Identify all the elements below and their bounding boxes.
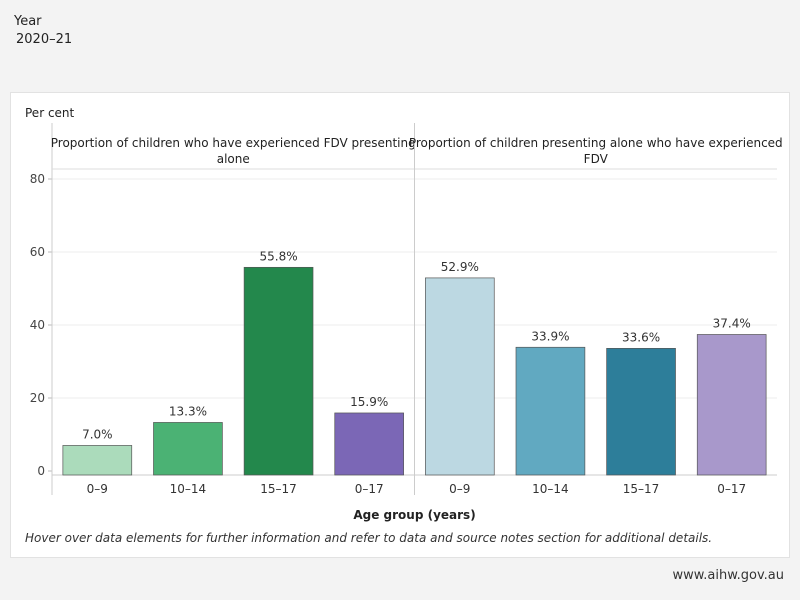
- panel-title: Proportion of children presenting alone …: [409, 136, 783, 150]
- bar-data-label: 13.3%: [169, 404, 207, 418]
- year-filter[interactable]: Year 2020–21: [14, 14, 72, 47]
- x-tick-label: 10–14: [532, 482, 569, 496]
- chart-card: Per cent 0 20 40 60 80 Proportion of children …: [10, 92, 790, 558]
- bar-data-label: 55.8%: [260, 249, 298, 263]
- chart-note: Hover over data elements for further inf…: [25, 531, 712, 545]
- x-tick-label: 0–9: [87, 482, 108, 496]
- y-axis-title: Per cent: [25, 106, 75, 120]
- bar: [62, 445, 133, 476]
- bar: [334, 412, 404, 476]
- panel-title: FDV: [584, 152, 609, 166]
- x-axis-title: Age group (years): [353, 508, 475, 522]
- x-tick-label: 15–17: [623, 482, 660, 496]
- x-tick-label: 15–17: [260, 482, 297, 496]
- bar: [515, 346, 586, 476]
- panel-title: alone: [217, 152, 250, 166]
- bar: [696, 334, 767, 476]
- y-tick-label: 20: [30, 391, 45, 405]
- year-filter-value[interactable]: 2020–21: [16, 32, 73, 47]
- y-tick-label: 0: [37, 464, 45, 478]
- y-tick-label: 40: [30, 318, 45, 332]
- bar: [153, 422, 223, 476]
- x-tick-label: 0–17: [355, 482, 384, 496]
- panel-title: Proportion of children who have experien…: [51, 136, 416, 150]
- bar-data-label: 33.9%: [531, 329, 569, 343]
- year-filter-label: Year: [14, 14, 42, 29]
- bar-data-label: 15.9%: [350, 395, 388, 409]
- bar: [425, 277, 495, 476]
- x-tick-label: 0–9: [449, 482, 470, 496]
- y-tick-label: 60: [30, 245, 45, 259]
- bar: [243, 266, 314, 476]
- y-tick-label: 80: [30, 172, 45, 186]
- bar-data-label: 52.9%: [441, 260, 479, 274]
- bar: [606, 348, 676, 476]
- x-tick-label: 0–17: [717, 482, 746, 496]
- bar-data-label: 37.4%: [713, 316, 751, 330]
- bar-data-label: 33.6%: [622, 330, 660, 344]
- bar-chart: Per cent 0 20 40 60 80 Proportion of children …: [25, 106, 783, 545]
- bar-data-label: 7.0%: [82, 427, 113, 441]
- x-tick-label: 10–14: [170, 482, 207, 496]
- footer-website[interactable]: www.aihw.gov.au: [672, 568, 784, 583]
